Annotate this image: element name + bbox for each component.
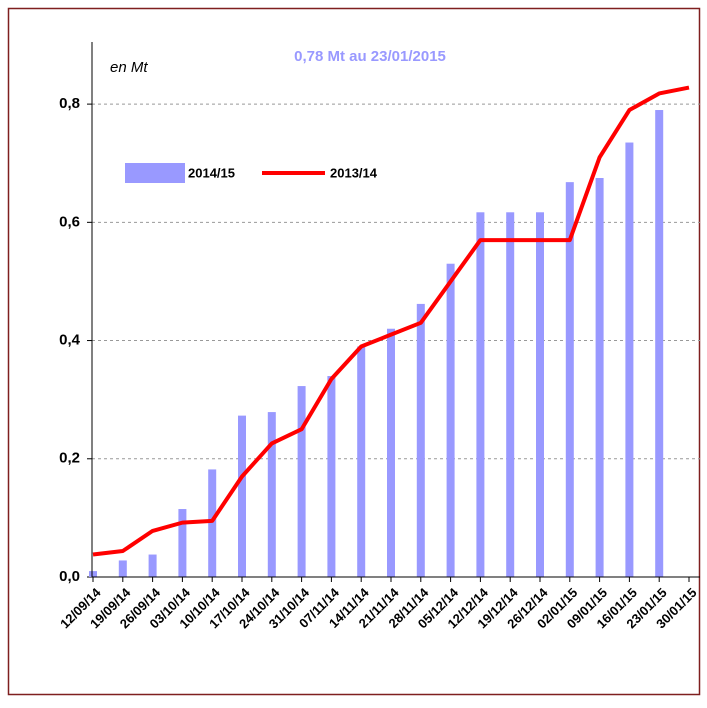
y-tick-label: 0,0: [59, 568, 80, 585]
bar: [625, 142, 634, 578]
bar: [536, 212, 544, 578]
y-tick-label: 0,6: [59, 213, 80, 230]
legend-label: 2014/15: [188, 165, 235, 180]
legend-label: 2013/14: [330, 165, 378, 180]
bar: [208, 469, 217, 577]
bar: [148, 554, 157, 577]
bar: [297, 386, 306, 577]
bar: [178, 509, 187, 577]
y-tick-label: 0,4: [59, 332, 81, 349]
bar: [267, 412, 276, 577]
bar: [357, 346, 366, 577]
bar: [416, 303, 425, 577]
bar: [655, 110, 664, 578]
chart-title: 0,78 Mt au 23/01/2015: [294, 48, 446, 65]
line: [92, 85, 690, 557]
y-tick-label: 0,2: [59, 450, 80, 467]
bar: [446, 263, 455, 577]
bar: [327, 376, 336, 577]
y-tick-label: 0,8: [59, 95, 80, 112]
bar: [118, 560, 127, 577]
bar: [565, 182, 574, 578]
bar: [89, 571, 97, 577]
bar: [506, 212, 515, 578]
legend-swatch: [125, 163, 185, 183]
unit-label: en Mt: [110, 59, 148, 76]
bar: [387, 328, 395, 577]
bar: [476, 212, 485, 578]
bar: [238, 415, 246, 577]
bar: [595, 178, 604, 577]
